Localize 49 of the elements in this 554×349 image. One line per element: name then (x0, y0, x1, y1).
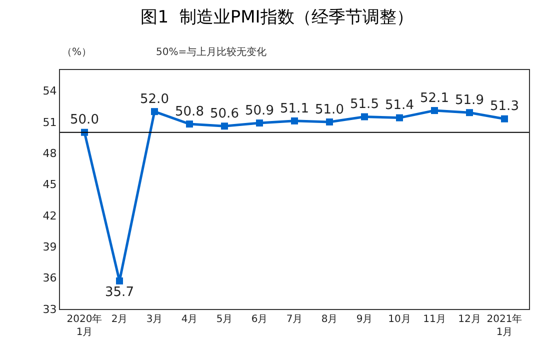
data-label: 50.8 (175, 104, 204, 120)
y-tick-label: 36 (42, 272, 57, 285)
point (396, 114, 403, 122)
point (221, 122, 228, 130)
point (151, 108, 158, 116)
data-label: 51.1 (280, 101, 309, 116)
y-tick-label: 39 (42, 240, 57, 254)
y-tick-label: 33 (42, 302, 57, 316)
data-label: 52.0 (140, 92, 169, 107)
point (291, 117, 298, 124)
y-tick-label: 48 (42, 146, 57, 160)
x-tick-label: 7月 (286, 314, 303, 325)
point (431, 107, 438, 114)
y-tick-label: 51 (42, 116, 57, 129)
point (256, 120, 263, 126)
data-label: 35.7 (105, 285, 134, 300)
text: （%） (62, 47, 92, 58)
x-tick-label: 10月 (388, 314, 411, 325)
data-label: 50.9 (245, 103, 274, 118)
point (501, 115, 508, 122)
point (466, 109, 473, 116)
point (186, 120, 193, 128)
x-tick-label: 3月 (146, 314, 163, 325)
y-tick-label: 45 (42, 178, 57, 192)
y-tick-label: 54 (42, 84, 57, 98)
data-label: 50.0 (70, 112, 99, 128)
data-label: 51.9 (455, 92, 484, 108)
point (361, 113, 368, 120)
x-tick-label: 2月 (111, 314, 128, 325)
x-tick-label: 8月 (321, 314, 338, 325)
point (326, 118, 333, 126)
x-tick-label: 2021年 1月 (486, 313, 522, 338)
data-label: 51.5 (350, 97, 379, 112)
x-tick-label: 5月 (216, 314, 233, 325)
y-tick-label: 42 (42, 209, 57, 222)
x-tick-label: 11月 (423, 314, 446, 325)
chart-title: 图1 制造业PMI指数（经季节调整） (140, 7, 414, 28)
data-label: 52.1 (420, 90, 449, 106)
x-tick-label: 2020年 1月 (66, 313, 102, 338)
x-tick-label: 9月 (356, 314, 373, 325)
x-tick-label: 6月 (251, 314, 268, 325)
point (116, 277, 123, 284)
data-label: 51.0 (315, 102, 344, 118)
data-label: 51.4 (385, 98, 414, 114)
text: 50%=与上月比较无变化 (156, 46, 267, 58)
data-label: 50.6 (210, 106, 239, 122)
data-label: 51.3 (490, 99, 519, 114)
x-tick-label: 4月 (181, 314, 198, 325)
x-tick-label: 12月 (458, 314, 481, 325)
